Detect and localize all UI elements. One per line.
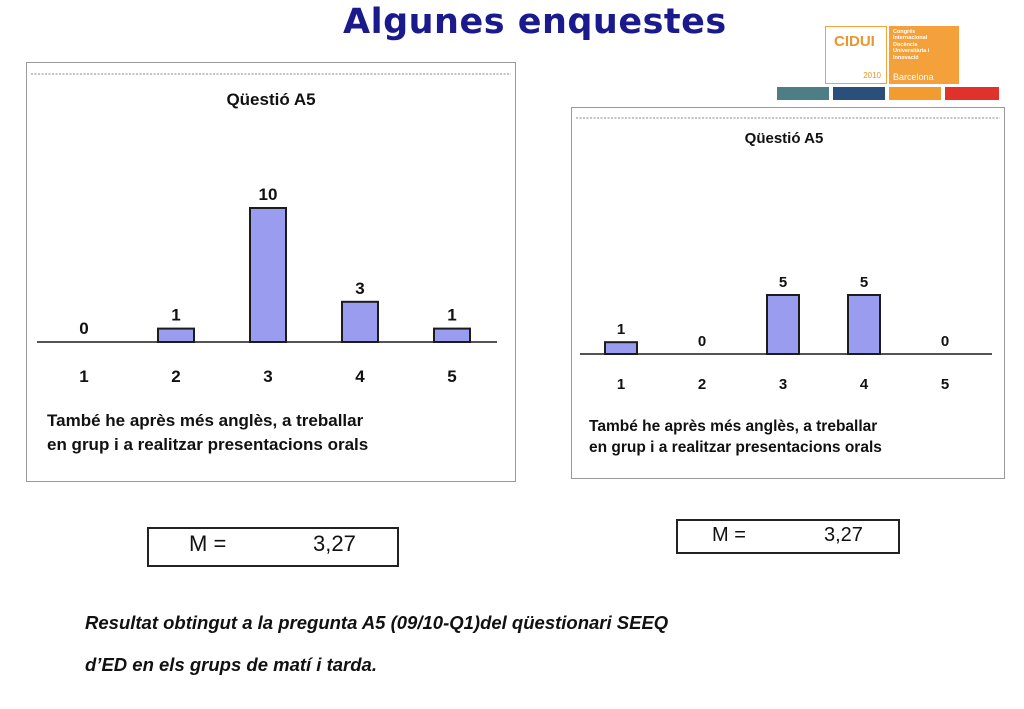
- x-tick-label-4: 4: [355, 367, 365, 386]
- logo-year: 2010: [863, 71, 881, 80]
- chart-title: Qüestió A5: [226, 90, 315, 109]
- logo-name: CIDUI: [834, 33, 875, 50]
- mean-box-left: M = 3,27: [147, 527, 399, 567]
- slide-title: Algunes enquestes: [343, 2, 727, 42]
- data-label-4: 5: [860, 274, 868, 291]
- logo-line: Docència: [893, 41, 918, 48]
- caption-line-1: Resultat obtingut a la pregunta A5 (09/1…: [85, 612, 669, 633]
- x-tick-label-3: 3: [779, 376, 787, 393]
- logo-strip-3: [889, 87, 941, 100]
- bar-4: [341, 300, 379, 344]
- bar-3: [766, 294, 800, 355]
- chart-left: Qüestió A5 També he après més anglès, a …: [31, 73, 511, 454]
- cidui-logo: CIDUI 2010 Congrés Internacional Docènci…: [777, 26, 999, 102]
- data-label-2: 1: [171, 306, 180, 325]
- logo-strip-4: [945, 87, 999, 100]
- x-tick-label-1: 1: [617, 376, 625, 393]
- data-label-3: 10: [259, 185, 278, 204]
- bar-3: [249, 207, 287, 343]
- x-tick-label-3: 3: [263, 367, 272, 386]
- x-tick-label-1: 1: [79, 367, 88, 386]
- logo-strip-2: [833, 87, 885, 100]
- data-label-1: 0: [79, 319, 88, 338]
- chart-note-line-2: en grup i a realitzar presentacions oral…: [47, 435, 368, 454]
- bar-5: [433, 327, 471, 344]
- bar-4: [847, 294, 881, 355]
- data-label-5: 0: [941, 333, 949, 350]
- chart-note-line-1: També he après més anglès, a treballar: [589, 418, 877, 435]
- caption-line-2: d’ED en els grups de matí i tarda.: [85, 654, 377, 675]
- bar-2: [157, 327, 195, 344]
- x-tick-label-2: 2: [698, 376, 706, 393]
- chart-note-line-2: en grup i a realitzar presentacions oral…: [589, 439, 882, 456]
- chart-panel-left: Qüestió A5 També he après més anglès, a …: [26, 62, 516, 482]
- chart-title: Qüestió A5: [745, 130, 824, 147]
- x-tick-label-4: 4: [860, 376, 869, 393]
- x-tick-label-5: 5: [447, 367, 456, 386]
- mean-label: M =: [712, 524, 746, 546]
- bar-1: [604, 341, 638, 355]
- data-label-4: 3: [355, 279, 364, 298]
- logo-line: Congrés: [893, 29, 916, 35]
- logo-strip-1: [777, 87, 829, 100]
- logo-text-lines: Congrés Internacional Docència Universit…: [893, 29, 929, 61]
- mean-value: 3,27: [313, 531, 356, 556]
- x-tick-label-2: 2: [171, 367, 180, 386]
- logo-line: Innovació: [893, 54, 919, 61]
- mean-value: 3,27: [824, 524, 863, 546]
- logo-line: Universitària i: [893, 48, 930, 55]
- mean-box-right: M = 3,27: [676, 519, 900, 554]
- data-label-1: 1: [617, 321, 625, 338]
- logo-right-block: Congrés Internacional Docència Universit…: [889, 26, 959, 84]
- data-label-2: 0: [698, 333, 706, 350]
- logo-left-block: CIDUI 2010: [825, 26, 887, 84]
- x-tick-label-5: 5: [941, 376, 949, 393]
- logo-line: Internacional: [893, 35, 928, 42]
- chart-panel-right: Qüestió A5 També he après més anglès, a …: [571, 107, 1005, 479]
- logo-city: Barcelona: [893, 72, 934, 82]
- mean-label: M =: [189, 531, 227, 556]
- chart-note-line-1: També he après més anglès, a treballar: [47, 411, 364, 430]
- data-label-3: 5: [779, 274, 787, 291]
- chart-right: Qüestió A5 També he après més anglès, a …: [576, 117, 1000, 456]
- data-label-5: 1: [447, 306, 456, 325]
